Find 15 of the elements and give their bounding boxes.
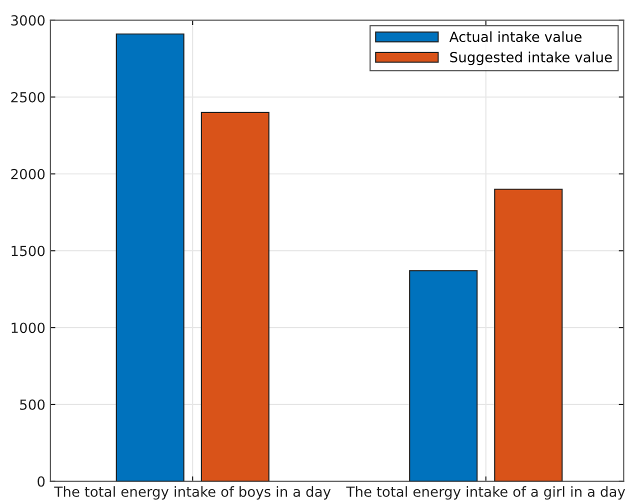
y-tick-label: 1000 [12, 322, 45, 334]
bar [116, 33, 184, 482]
y-tick-label: 2500 [11, 92, 45, 102]
legend-label: Actual intake value [449, 31, 582, 42]
y-tick-label: 1500 [12, 246, 45, 256]
y-tick-label: 2000 [11, 168, 45, 180]
bar [494, 188, 563, 482]
y-tick-label: 500 [20, 399, 45, 410]
x-tick-label: The total energy intake of boys in a day [54, 486, 331, 500]
legend-label: Suggested intake value [450, 52, 612, 66]
x-tick-label: The total energy intake of a girl in a day [346, 486, 626, 500]
bar [200, 112, 270, 482]
bar [409, 270, 478, 482]
y-tick-label: 3000 [11, 15, 45, 26]
y-tick-label: 0 [38, 476, 45, 487]
